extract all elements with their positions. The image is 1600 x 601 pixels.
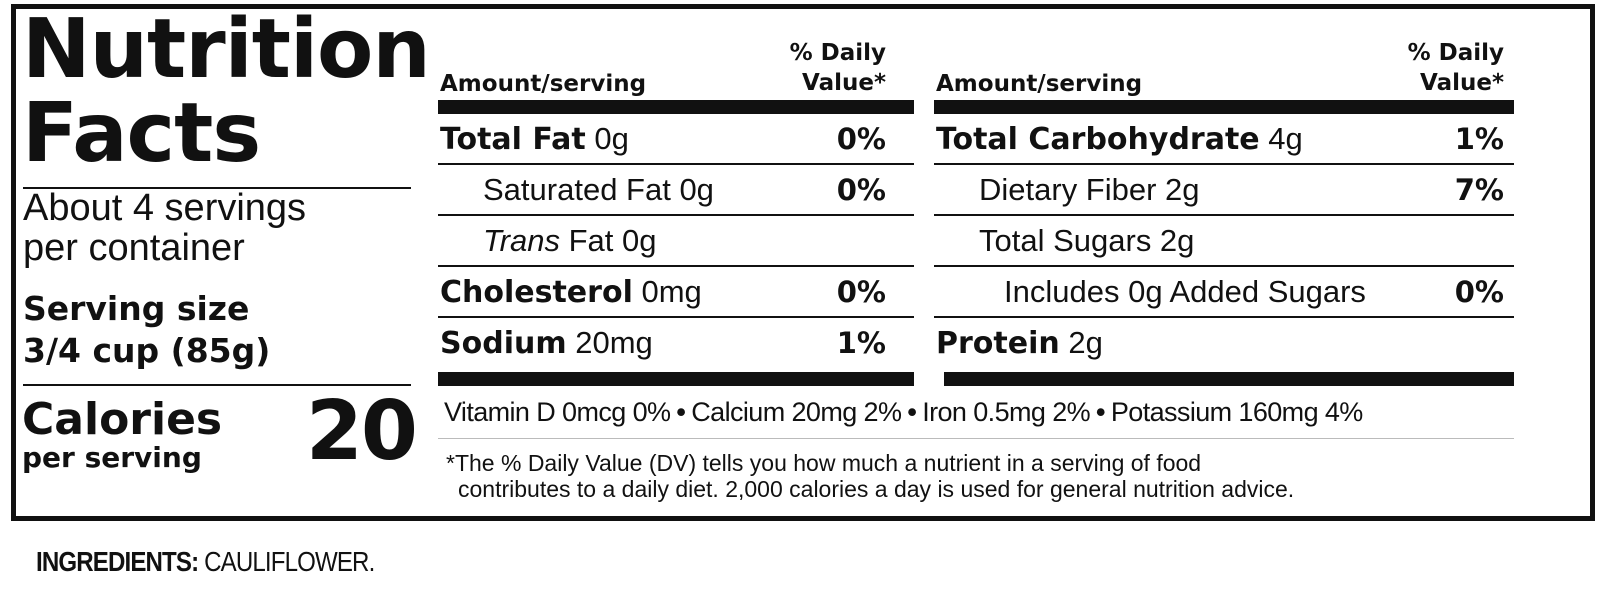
daily-value-header-line-2: Value*: [1420, 70, 1504, 96]
nutrient-row-protein: Protein 2g: [934, 318, 1514, 367]
daily-value-header: % Daily Value*: [1408, 38, 1504, 98]
nutrient-percent: 0%: [836, 275, 886, 309]
nutrient-row-dietary-fiber: Dietary Fiber 2g 7%: [934, 165, 1514, 216]
potassium: Potassium 160mg 4%: [1110, 397, 1363, 427]
nutrient-row-cholesterol: Cholesterol 0mg 0%: [438, 267, 914, 318]
nutrient-percent: 7%: [1454, 173, 1504, 207]
calcium: Calcium 20mg 2%: [691, 397, 902, 427]
servings-per-container: About 4 servings per container: [23, 188, 413, 268]
nutrition-label: [11, 4, 1595, 521]
title-line-2: Facts: [22, 86, 261, 181]
calories-per-serving-label: per serving: [22, 441, 202, 474]
nutrient-percent: 0%: [1454, 275, 1504, 309]
nutrient-name: Sodium: [440, 326, 567, 361]
nutrient-name: Total Sugars 2g: [979, 223, 1195, 258]
nutrient-percent: 1%: [1454, 122, 1504, 156]
thick-divider: [438, 372, 914, 386]
calories-value: 20: [305, 384, 418, 479]
nutrient-table-right: Amount/serving % Daily Value* Total Carb…: [934, 30, 1514, 367]
separator-dot: •: [676, 397, 686, 427]
divider: [438, 438, 1514, 439]
ingredients: INGREDIENTS: CAULIFLOWER.: [36, 546, 375, 578]
nutrient-amount: 4g: [1268, 121, 1303, 156]
iron: Iron 0.5mg 2%: [922, 397, 1091, 427]
nutrient-name-italic: Trans: [483, 223, 560, 258]
nutrient-amount: 0mg: [641, 274, 702, 309]
nutrient-amount: 0g: [594, 121, 629, 156]
footnote-line-1: *The % Daily Value (DV) tells you how mu…: [446, 450, 1202, 476]
nutrient-name: Saturated Fat 0g: [483, 172, 714, 207]
nutrient-name: Protein: [936, 326, 1060, 361]
vitamin-d: Vitamin D 0mcg 0%: [444, 397, 671, 427]
daily-value-header: % Daily Value*: [790, 38, 886, 98]
serving-size-value: 3/4 cup (85g): [23, 331, 271, 370]
nutrient-table-left: Amount/serving % Daily Value* Total Fat …: [438, 30, 914, 367]
serving-size: Serving size 3/4 cup (85g): [23, 288, 270, 372]
nutrient-row-saturated-fat: Saturated Fat 0g 0%: [438, 165, 914, 216]
nutrient-row-total-fat: Total Fat 0g 0%: [438, 114, 914, 165]
nutrient-percent: 0%: [836, 122, 886, 156]
serving-size-label: Serving size: [23, 289, 250, 328]
daily-value-header-line-1: % Daily: [789, 40, 886, 66]
daily-value-header-line-1: % Daily: [1407, 40, 1504, 66]
servings-line-2: per container: [23, 227, 245, 269]
amount-serving-header: Amount/serving: [936, 71, 1143, 97]
thick-divider: [438, 100, 914, 114]
nutrient-percent: 1%: [836, 326, 886, 360]
nutrient-amount: Fat 0g: [568, 223, 657, 258]
nutrient-row-added-sugars: Includes 0g Added Sugars 0%: [934, 267, 1514, 318]
nutrient-name: Total Carbohydrate: [936, 122, 1260, 157]
divider: [23, 187, 411, 189]
divider: [23, 384, 411, 386]
nutrient-row-trans-fat: Trans Fat 0g: [438, 216, 914, 267]
nutrient-amount: 20mg: [575, 325, 653, 360]
separator-dot: •: [1096, 397, 1105, 427]
ingredients-value: CAULIFLOWER.: [204, 546, 375, 577]
nutrient-name: Includes 0g Added Sugars: [1004, 274, 1366, 309]
amount-serving-header: Amount/serving: [440, 71, 647, 97]
separator-dot: •: [907, 397, 917, 427]
nutrient-row-total-sugars: Total Sugars 2g: [934, 216, 1514, 267]
nutrient-amount: 2g: [1068, 325, 1103, 360]
nutrient-row-sodium: Sodium 20mg 1%: [438, 318, 914, 367]
footnote-line-2: contributes to a daily diet. 2,000 calor…: [458, 476, 1295, 502]
daily-value-footnote: *The % Daily Value (DV) tells you how mu…: [446, 450, 1506, 502]
nutrient-name: Dietary Fiber 2g: [979, 172, 1200, 207]
thick-divider: [934, 100, 1514, 114]
servings-line-1: About 4 servings: [23, 187, 307, 229]
ingredients-label: INGREDIENTS:: [36, 546, 199, 577]
daily-value-header-line-2: Value*: [802, 70, 886, 96]
table-header: Amount/serving % Daily Value*: [438, 30, 914, 98]
nutrient-percent: 0%: [836, 173, 886, 207]
thick-divider: [944, 372, 1514, 386]
title-line-1: Nutrition: [22, 2, 431, 97]
nutrient-name: Total Fat: [440, 122, 586, 157]
nutrition-facts-title: Nutrition Facts: [22, 8, 431, 176]
nutrient-name: Cholesterol: [440, 275, 633, 310]
vitamins-minerals-line: Vitamin D 0mcg 0% • Calcium 20mg 2% • Iron 0…: [444, 392, 1363, 432]
calories-label: Calories: [22, 394, 223, 445]
nutrient-row-total-carbohydrate: Total Carbohydrate 4g 1%: [934, 114, 1514, 165]
table-header: Amount/serving % Daily Value*: [934, 30, 1514, 98]
